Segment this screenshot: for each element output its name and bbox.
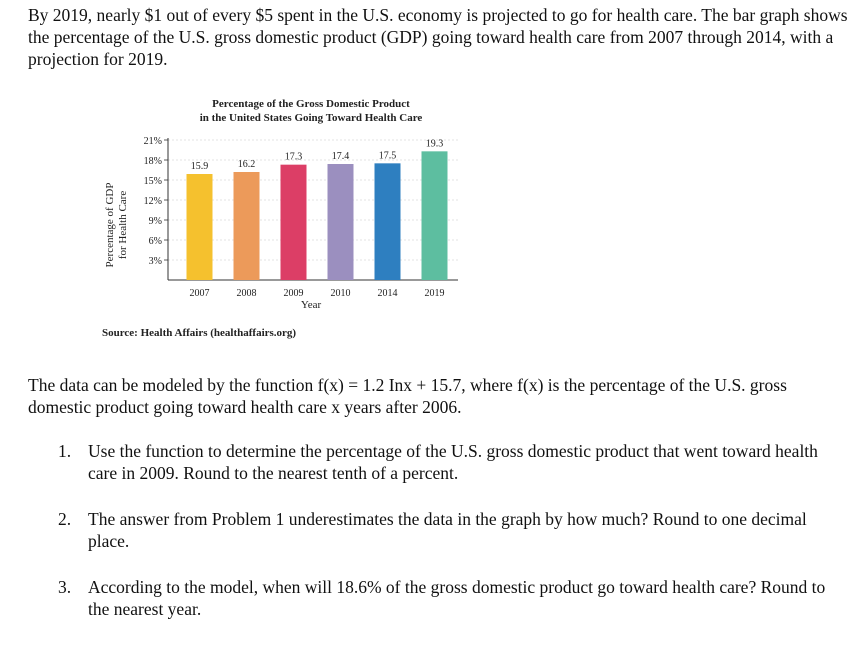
value-label: 16.2 (238, 159, 256, 170)
chart-source: Source: Health Affairs (healthaffairs.or… (102, 327, 296, 339)
chart-title-line1: Percentage of the Gross Domestic Product (212, 98, 410, 110)
y-axis-label-line2: for Health Care (117, 191, 129, 260)
plot-area: 3% 6% 9% 12% 15% 18% 21% 15.9 2007 16.2 2008 17.3 20… (144, 136, 458, 299)
value-label: 17.3 (285, 152, 303, 163)
x-tick-label: 2007 (190, 288, 210, 299)
x-tick-label: 2008 (237, 288, 257, 299)
bar-2014 (374, 163, 401, 280)
bar-2010 (327, 164, 354, 280)
bar-2009 (280, 164, 307, 280)
chart-svg: Percentage of the Gross Domestic Product… (102, 98, 458, 339)
question-list: 1. Use the function to determine the per… (58, 440, 838, 620)
question-item: 2. The answer from Problem 1 underestima… (58, 508, 838, 552)
model-paragraph: The data can be modeled by the function … (28, 375, 787, 417)
value-label: 19.3 (426, 138, 444, 149)
x-tick-label: 2014 (378, 288, 398, 299)
question-item: 1. Use the function to determine the per… (58, 440, 838, 484)
x-tick-label: 2010 (331, 288, 351, 299)
x-axis-label: Year (301, 299, 322, 311)
value-label: 15.9 (191, 161, 209, 172)
y-tick-label: 3% (149, 256, 162, 267)
chart-title-line2: in the United States Going Toward Health… (200, 112, 423, 124)
question-item: 3. According to the model, when will 18.… (58, 576, 838, 620)
bar-2007 (186, 174, 213, 280)
question-number: 3. (58, 577, 72, 597)
y-tick-label: 21% (144, 136, 162, 147)
value-label: 17.4 (332, 151, 350, 162)
question-text: According to the model, when will 18.6% … (88, 577, 826, 619)
question-number: 2. (58, 509, 72, 529)
y-axis-label-line1: Percentage of GDP (104, 183, 116, 268)
bar-2008 (233, 172, 260, 280)
y-tick-label: 18% (144, 156, 162, 167)
question-text: Use the function to determine the percen… (88, 441, 818, 483)
value-label: 17.5 (379, 150, 397, 161)
x-tick-label: 2009 (284, 288, 304, 299)
question-text: The answer from Problem 1 underestimates… (88, 509, 807, 551)
y-tick-label: 12% (144, 196, 162, 207)
question-number: 1. (58, 441, 72, 461)
bar-2019 (421, 151, 448, 280)
y-tick-label: 6% (149, 236, 162, 247)
gdp-bar-chart: Percentage of the Gross Domestic Product… (96, 92, 476, 352)
y-tick-label: 15% (144, 176, 162, 187)
x-tick-label: 2019 (425, 288, 445, 299)
y-tick-label: 9% (149, 216, 162, 227)
intro-paragraph: By 2019, nearly $1 out of every $5 spent… (28, 5, 848, 69)
